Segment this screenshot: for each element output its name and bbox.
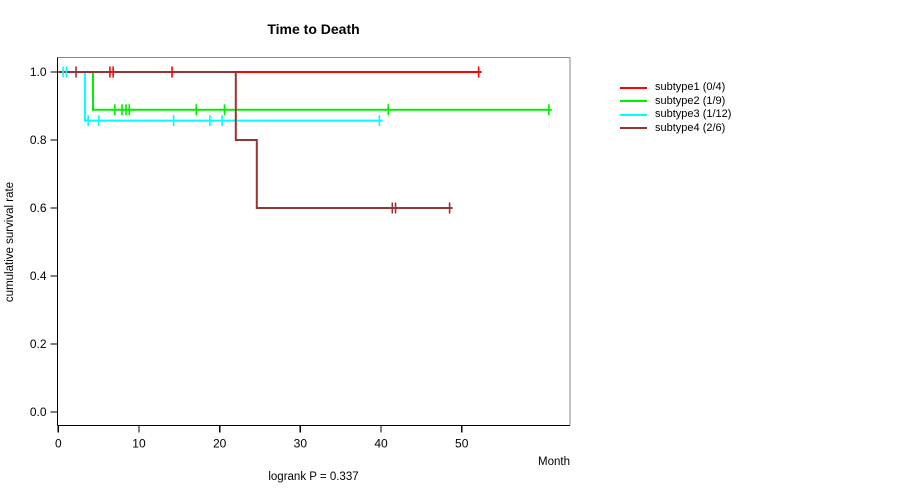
y-tick-label: 0.2 (30, 337, 47, 351)
x-tick-label: 20 (213, 437, 227, 451)
series-line-subtype4 (58, 71, 453, 209)
y-tick-label: 0.0 (30, 405, 47, 419)
legend-swatch (620, 86, 647, 89)
legend-item-subtype4: subtype4 (2/6) (620, 122, 731, 136)
series-line-subtype2 (58, 71, 552, 111)
x-tick-label: 30 (294, 437, 308, 451)
legend-label: subtype3 (1/12) (655, 108, 732, 120)
legend-swatch (620, 100, 647, 103)
y-tick-label: 0.6 (30, 201, 47, 215)
legend-item-subtype1: subtype1 (0/4) (620, 81, 731, 95)
legend-swatch (620, 113, 647, 116)
x-tick-label: 10 (132, 437, 146, 451)
legend-swatch (620, 127, 647, 130)
legend-label: subtype4 (2/6) (655, 121, 726, 134)
legend-item-subtype2: subtype2 (1/9) (620, 95, 731, 109)
legend: subtype1 (0/4) subtype2 (1/9) subtype3 (1/… (620, 81, 731, 135)
x-tick-label: 50 (455, 437, 469, 451)
legend-item-subtype3: subtype3 (1/12) (620, 108, 731, 122)
logrank-annotation: logrank P = 0.337 (268, 471, 359, 483)
series-line-subtype3 (58, 71, 383, 122)
y-tick-label: 0.4 (30, 269, 47, 283)
x-tick-label: 0 (55, 437, 62, 451)
y-tick-label: 1.0 (30, 65, 47, 79)
y-axis-label: cumulative survival rate (4, 181, 16, 303)
x-axis-label: Month (538, 456, 570, 468)
chart-title: Time to Death (267, 21, 360, 37)
legend-label: subtype2 (1/9) (655, 94, 726, 107)
legend-label: subtype1 (0/4) (655, 81, 726, 93)
y-tick-label: 0.8 (30, 133, 47, 147)
x-tick-label: 40 (374, 437, 388, 451)
